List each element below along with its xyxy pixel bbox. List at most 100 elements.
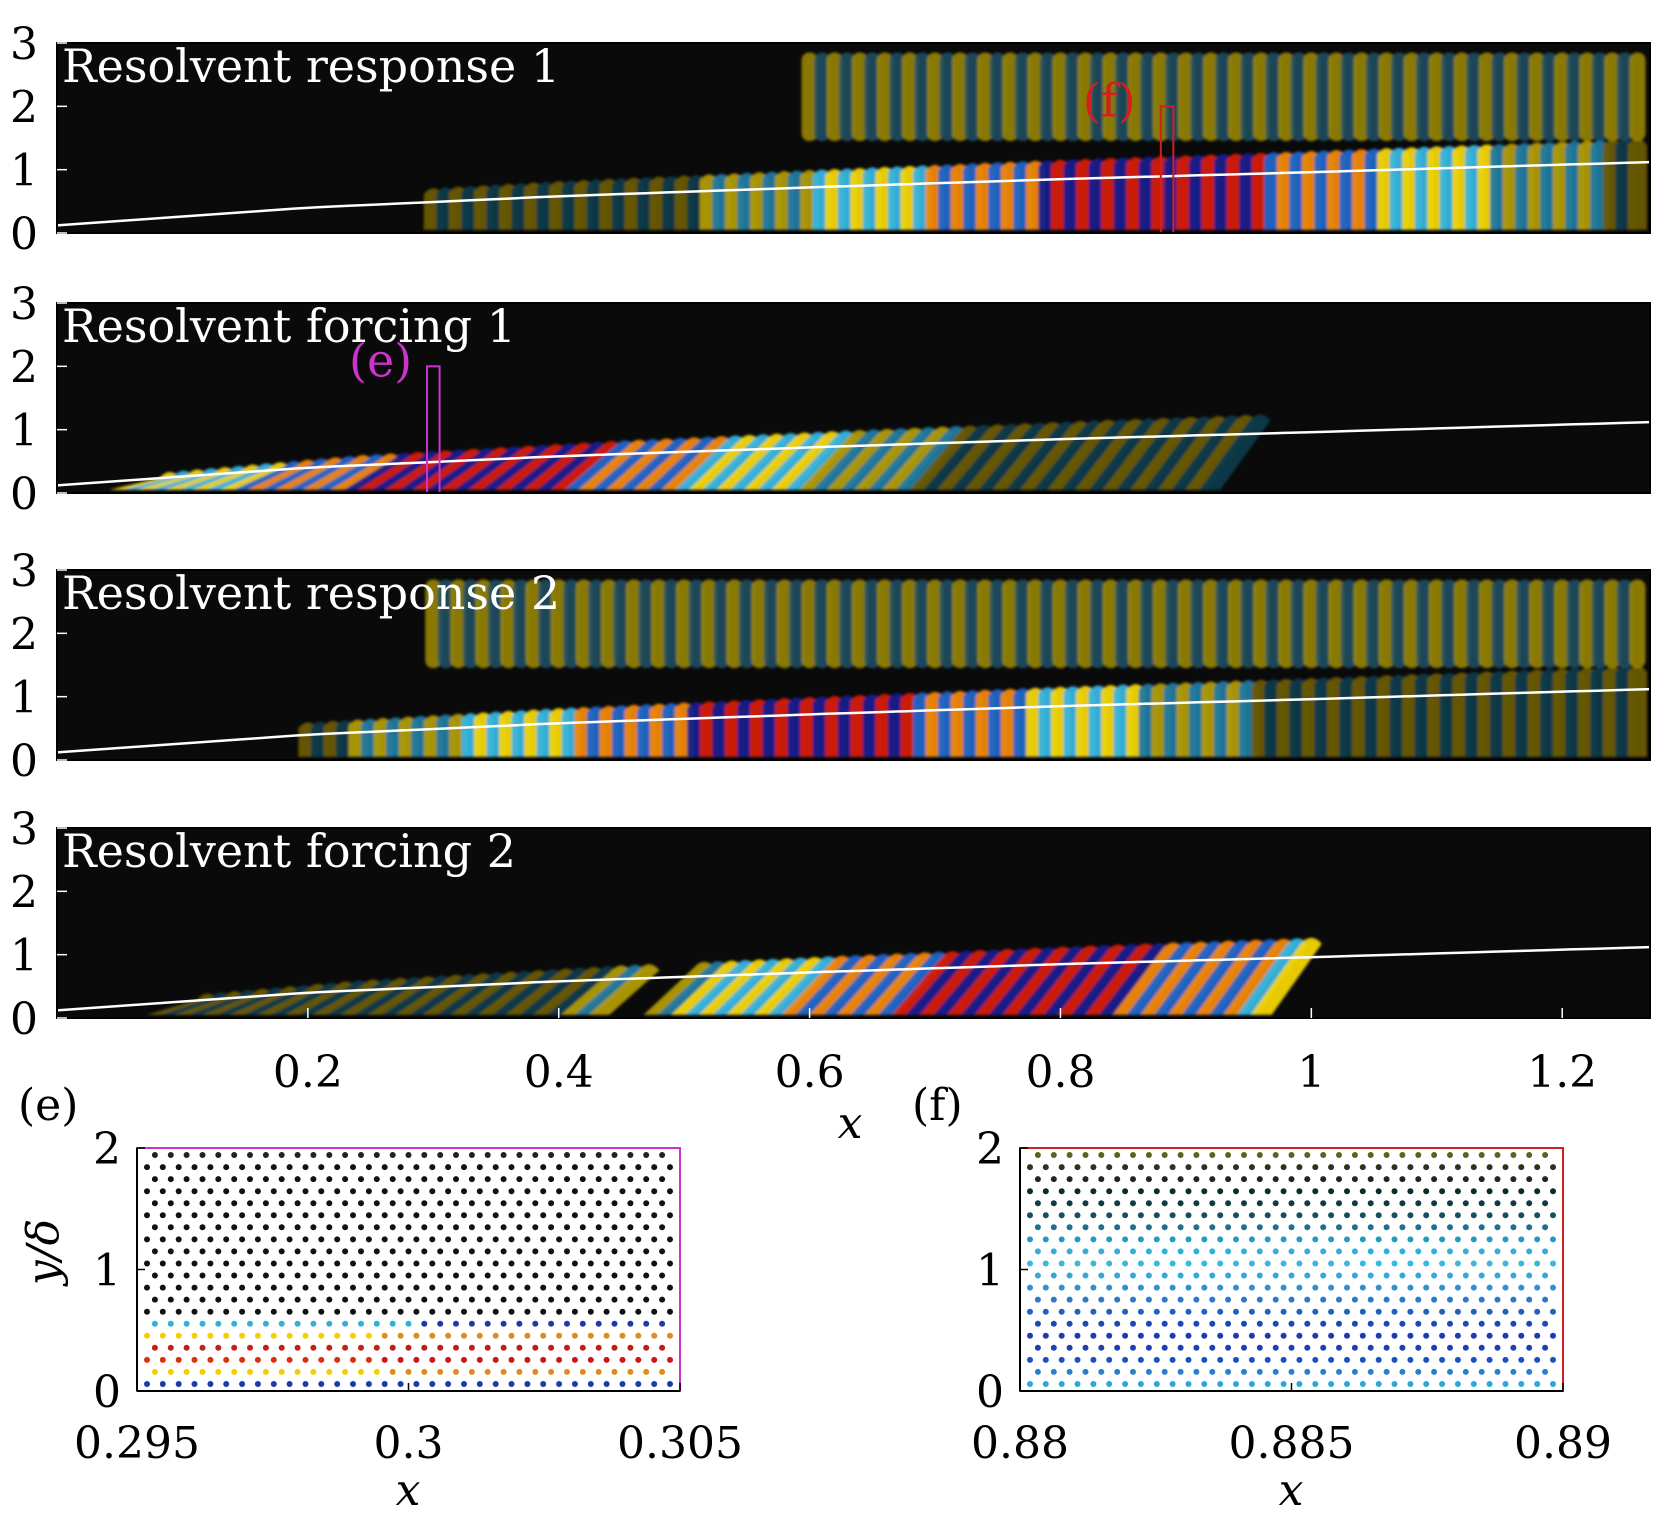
zoom_f-mesh-point — [1201, 1164, 1208, 1171]
zoom_f-mesh-point — [1145, 1296, 1152, 1303]
zoom_f-mesh-point — [1518, 1356, 1525, 1363]
zoom_e-mesh-point — [326, 1368, 333, 1375]
zoom_f-mesh-point — [1161, 1344, 1168, 1351]
zoom_e-mesh-point — [358, 1296, 364, 1303]
zoom_e-mesh-point — [159, 1356, 166, 1363]
zoom_e-mesh-point — [278, 1272, 285, 1279]
response-2-frame — [56, 569, 1651, 761]
response1-wave-crest — [1627, 138, 1647, 230]
zoom_e-mesh-point — [619, 1236, 626, 1243]
zoom_f-mesh-point — [1209, 1296, 1216, 1303]
response1-upper-band-mark — [1591, 52, 1608, 142]
zoom_f-x-tick-label: 0.89 — [1514, 1418, 1612, 1469]
zoom_e-mesh-point — [540, 1236, 547, 1243]
zoom_e-mesh-point — [540, 1356, 547, 1363]
response2-upper-band-mark — [588, 579, 605, 669]
zoom_e-mesh-point — [603, 1236, 610, 1243]
zoom_e-mesh-point — [215, 1296, 222, 1303]
zoom_e-mesh-point — [627, 1176, 634, 1183]
zoom_f-mesh-point — [1462, 1320, 1469, 1327]
zoom_f-mesh-point — [1359, 1188, 1366, 1195]
zoom_e-mesh-point — [318, 1381, 325, 1387]
zoom_e-mesh-point — [619, 1284, 626, 1291]
forcing1-wave-crest — [385, 450, 457, 490]
zoom_f-mesh-point — [1510, 1344, 1517, 1351]
zoom_f-mesh-point — [1050, 1152, 1057, 1158]
zoom_e-mesh-point — [278, 1296, 285, 1303]
zoom_e-mesh-point — [159, 1260, 166, 1267]
zoom_f-mesh-point — [1359, 1308, 1366, 1315]
main-x-tick-label: 0.4 — [524, 1047, 594, 1098]
zoom_e-mesh-point — [659, 1176, 666, 1183]
response1-upper-band-mark — [1014, 52, 1031, 142]
forcing1-y-tick-label: 2 — [10, 342, 38, 393]
zoom_e-mesh-point — [564, 1152, 570, 1158]
zoom_f-mesh-point — [1050, 1248, 1057, 1255]
zoom_e-mesh-point — [191, 1381, 198, 1387]
zoom_e-mesh-point — [468, 1320, 475, 1327]
zoom_e-mesh-point — [627, 1320, 634, 1327]
zoom_f-y-tick-label: 2 — [976, 1124, 1004, 1175]
zoom_e-mesh-point — [532, 1224, 539, 1231]
zoom_f-mesh-point — [1344, 1284, 1350, 1291]
zoom_e-mesh-point — [151, 1344, 158, 1351]
zoom_e-mesh-point — [635, 1164, 642, 1171]
zoom_e-mesh-point — [635, 1332, 642, 1339]
zoom_f-mesh-point — [1423, 1308, 1430, 1315]
zoom_f-mesh-point — [1296, 1332, 1303, 1339]
response2-upper-band-mark — [1089, 579, 1107, 669]
zoom_f-mesh-point — [1486, 1164, 1493, 1171]
zoom_e-mesh-point — [286, 1284, 293, 1291]
zoom_f-mesh-point — [1407, 1284, 1414, 1291]
zoom_e-mesh-point — [389, 1176, 396, 1183]
zoom_e-mesh-point — [492, 1260, 499, 1267]
zoom_f-mesh-point — [1082, 1344, 1089, 1351]
zoom_e-mesh-point — [611, 1344, 618, 1351]
zoom_e-mesh-point — [175, 1260, 182, 1267]
zoom_f-mesh-point — [1161, 1320, 1168, 1327]
zoom_e-mesh-point — [564, 1224, 570, 1231]
zoom_e-mesh-point — [532, 1296, 539, 1303]
zoom_e-mesh-point — [461, 1308, 467, 1315]
zoom_e-mesh-point — [564, 1248, 570, 1255]
zoom_e-mesh-point — [405, 1272, 412, 1279]
zoom_e-mesh-point — [437, 1200, 444, 1207]
zoom_f-mesh-point — [1225, 1152, 1232, 1158]
zoom_f-mesh-point — [1351, 1344, 1358, 1351]
zoom_f-mesh-point — [1542, 1176, 1549, 1183]
zoom_e-mesh-point — [516, 1176, 523, 1183]
zoom_e-mesh-point — [571, 1188, 578, 1195]
zoom_f-mesh-point — [1510, 1368, 1517, 1375]
zoom_e-mesh-point — [476, 1356, 483, 1363]
zoom_f-mesh-point — [1106, 1236, 1113, 1243]
zoom_e-mesh-point — [579, 1224, 586, 1231]
zoom_f-mesh-point — [1177, 1272, 1184, 1279]
zoom_e-mesh-point — [587, 1164, 594, 1171]
zoom_e-mesh-point — [326, 1224, 333, 1231]
zoom_e-mesh-point — [175, 1356, 182, 1363]
zoom_e-mesh-point — [278, 1248, 285, 1255]
zoom_e-mesh-point — [461, 1381, 467, 1387]
zoom_f-mesh-point — [1304, 1320, 1311, 1327]
forcing1-wave-crest — [578, 439, 650, 490]
zoom_e-mesh-point — [310, 1248, 317, 1255]
zoom_f-mesh-point — [1304, 1344, 1311, 1351]
main-x-tick-label: 0.8 — [1025, 1047, 1095, 1098]
response1-upper-band-mark — [1453, 52, 1470, 142]
zoom_f-mesh-point — [1375, 1164, 1382, 1171]
zoom_e-mesh-point — [595, 1224, 602, 1231]
zoom_f-mesh-point — [1130, 1200, 1136, 1207]
zoom_e-mesh-point — [667, 1188, 673, 1195]
zoom_f-mesh-point — [1248, 1332, 1255, 1339]
zoom_e-mesh-point — [389, 1344, 396, 1351]
zoom_e-mesh-point — [342, 1152, 349, 1158]
response2-upper-band-mark — [1290, 579, 1307, 669]
forcing2-wave-crest — [312, 979, 384, 1015]
zoom_f-mesh-point — [1470, 1308, 1477, 1315]
zoom_f-mesh-point — [1320, 1176, 1327, 1183]
zoom_f-mesh-point — [1328, 1236, 1335, 1243]
response2-upper-band-mark — [801, 579, 818, 669]
zoom_e-mesh-point — [532, 1248, 539, 1255]
zoom_e-mesh-point — [587, 1236, 594, 1243]
zoom_e-mesh-point — [611, 1152, 618, 1158]
